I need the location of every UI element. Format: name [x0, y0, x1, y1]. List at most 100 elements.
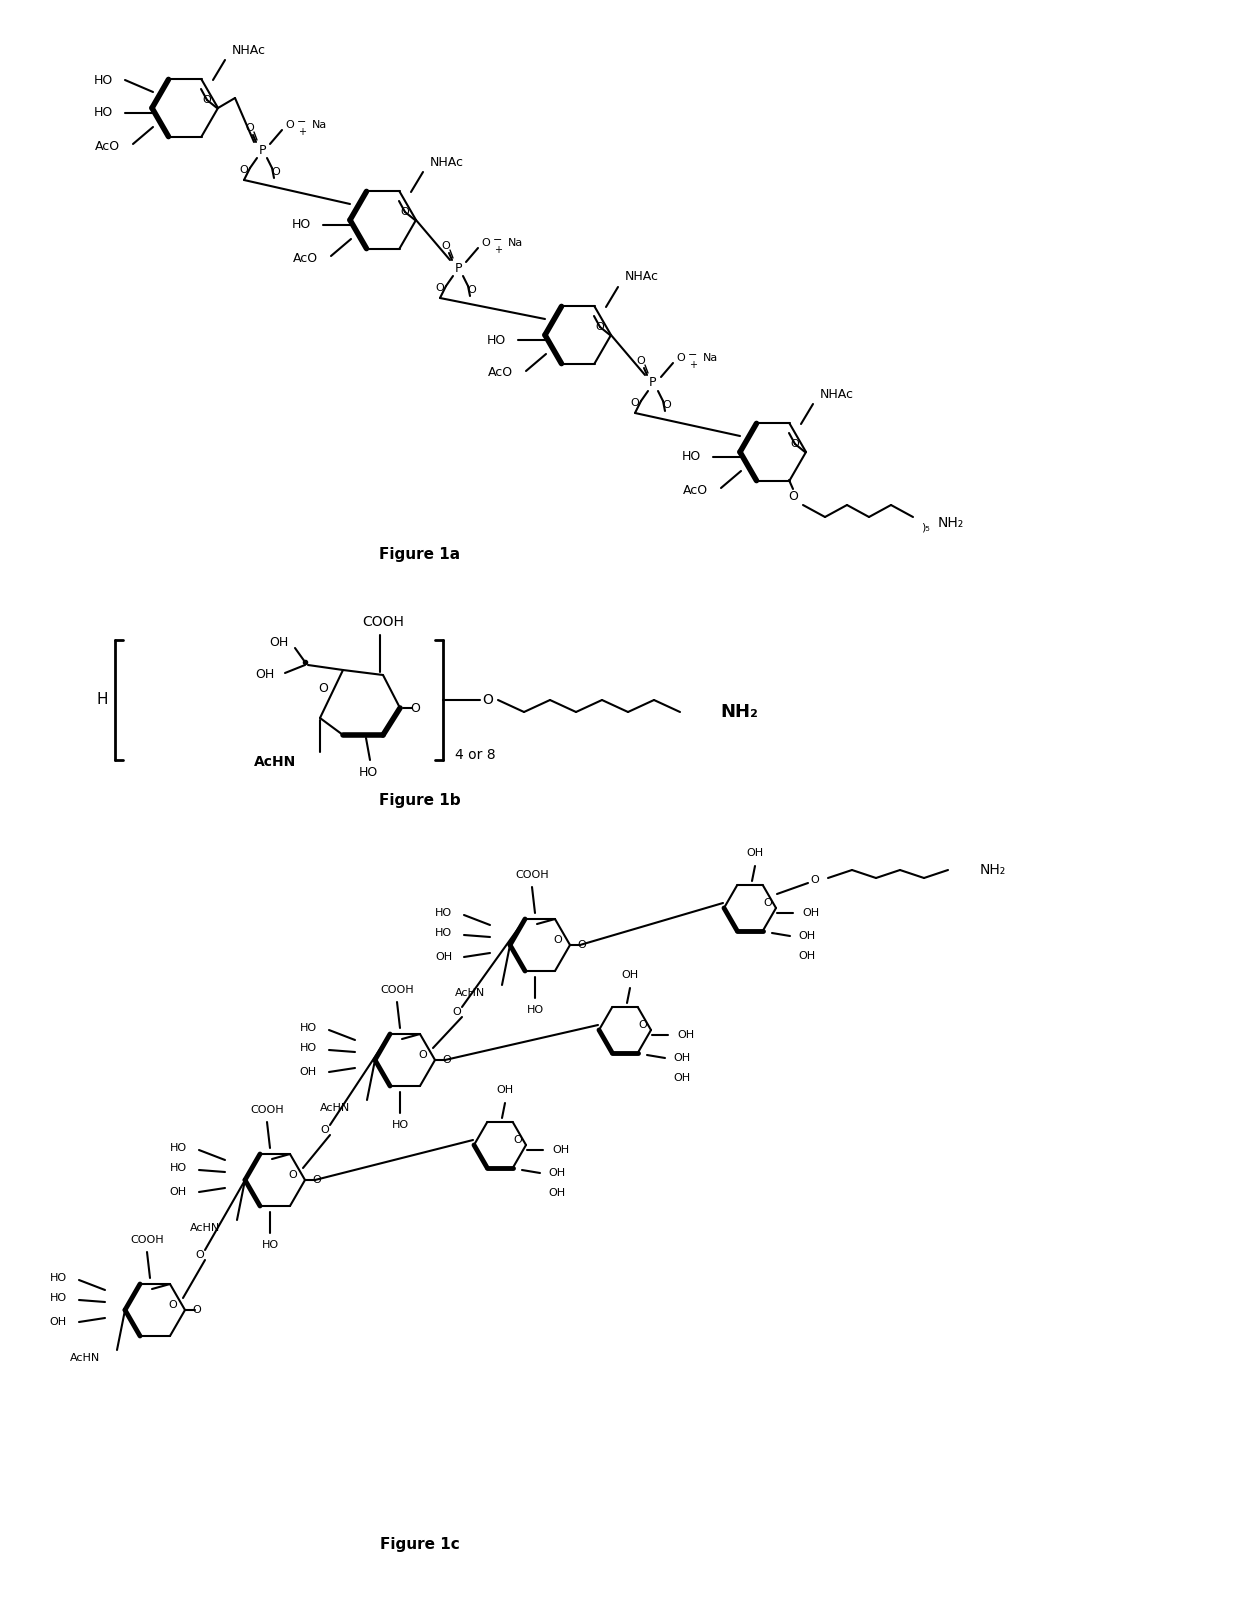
Text: OH: OH [496, 1086, 513, 1095]
Text: HO: HO [50, 1294, 67, 1303]
Text: O: O [441, 241, 450, 251]
Text: O: O [239, 165, 248, 174]
Text: HO: HO [682, 451, 701, 464]
Text: +: + [494, 245, 502, 254]
Text: O: O [319, 681, 327, 694]
Text: OH: OH [746, 847, 764, 859]
Text: NHAc: NHAc [625, 270, 658, 283]
Text: P: P [258, 144, 265, 157]
Text: COOH: COOH [515, 870, 549, 879]
Text: HO: HO [435, 927, 453, 939]
Text: HO: HO [392, 1119, 408, 1130]
Text: O: O [192, 1305, 201, 1314]
Text: O: O [631, 398, 640, 408]
Text: HO: HO [291, 219, 311, 232]
Text: O: O [595, 321, 604, 333]
Text: OH: OH [802, 908, 820, 918]
Text: HO: HO [487, 334, 506, 347]
Text: OH: OH [170, 1186, 187, 1198]
Text: OH: OH [269, 635, 288, 649]
Text: OH: OH [677, 1030, 694, 1039]
Text: Na: Na [508, 238, 523, 248]
Text: OH: OH [300, 1067, 317, 1078]
Text: H: H [97, 692, 108, 707]
Text: O: O [482, 692, 494, 707]
Text: OH: OH [50, 1318, 67, 1327]
Text: O: O [401, 206, 409, 217]
Text: HO: HO [300, 1023, 317, 1033]
Text: )₅: )₅ [920, 521, 929, 532]
Text: P: P [454, 262, 461, 275]
Text: −: − [298, 117, 306, 126]
Text: NH₂: NH₂ [980, 863, 1006, 876]
Text: HO: HO [94, 107, 113, 120]
Text: AcO: AcO [95, 139, 120, 152]
Text: OH: OH [799, 951, 815, 961]
Text: 4 or 8: 4 or 8 [455, 748, 496, 763]
Text: COOH: COOH [130, 1234, 164, 1246]
Text: +: + [689, 360, 697, 369]
Text: HO: HO [94, 74, 113, 86]
Text: P: P [650, 376, 657, 390]
Text: O: O [435, 283, 444, 293]
Text: OH: OH [621, 971, 639, 980]
Text: AcHN: AcHN [455, 988, 485, 998]
Text: NH₂: NH₂ [720, 704, 758, 721]
Text: HO: HO [527, 1006, 543, 1015]
Text: O: O [419, 1051, 428, 1060]
Text: AcHN: AcHN [254, 755, 296, 769]
Text: Figure 1a: Figure 1a [379, 547, 460, 563]
Text: O: O [410, 702, 420, 715]
Text: O: O [636, 357, 645, 366]
Text: NHAc: NHAc [232, 43, 267, 56]
Text: OH: OH [673, 1054, 691, 1063]
Text: O: O [791, 440, 800, 449]
Text: O: O [513, 1135, 522, 1145]
Text: O: O [811, 875, 820, 884]
Text: O: O [639, 1020, 647, 1030]
Text: HO: HO [170, 1143, 187, 1153]
Text: Na: Na [703, 353, 718, 363]
Text: COOH: COOH [381, 985, 414, 995]
Text: O: O [312, 1175, 321, 1185]
Text: HO: HO [50, 1273, 67, 1282]
Text: AcHN: AcHN [190, 1223, 219, 1233]
Text: OH: OH [255, 668, 275, 681]
Text: NHAc: NHAc [820, 387, 854, 400]
Text: O: O [321, 1126, 330, 1135]
Text: −: − [688, 350, 698, 360]
Text: AcO: AcO [683, 483, 708, 497]
Text: OH: OH [435, 951, 453, 963]
Text: Na: Na [312, 120, 327, 130]
Text: O: O [169, 1300, 177, 1310]
Text: O: O [578, 940, 587, 950]
Text: HO: HO [358, 766, 378, 779]
Text: AcO: AcO [487, 366, 513, 379]
Text: AcO: AcO [293, 251, 317, 264]
Text: OH: OH [548, 1188, 565, 1198]
Text: OH: OH [548, 1167, 565, 1178]
Text: HO: HO [300, 1043, 317, 1054]
Text: AcHN: AcHN [320, 1103, 350, 1113]
Text: O: O [246, 123, 254, 133]
Text: O: O [467, 285, 476, 294]
Text: O: O [443, 1055, 451, 1065]
Text: −: − [494, 235, 502, 245]
Text: O: O [789, 491, 797, 504]
Text: O: O [202, 94, 211, 106]
Text: NHAc: NHAc [430, 155, 464, 168]
Text: O: O [285, 120, 294, 130]
Text: O: O [453, 1007, 461, 1017]
Text: O: O [272, 166, 280, 177]
Text: O: O [289, 1170, 298, 1180]
Text: +: + [298, 126, 306, 138]
Text: AcHN: AcHN [69, 1353, 100, 1362]
Text: COOH: COOH [250, 1105, 284, 1115]
Text: OH: OH [799, 931, 815, 940]
Text: OH: OH [552, 1145, 569, 1154]
Text: O: O [764, 899, 773, 908]
Text: Figure 1b: Figure 1b [379, 793, 461, 807]
Text: O: O [677, 353, 686, 363]
Text: COOH: COOH [362, 616, 404, 628]
Text: HO: HO [262, 1239, 279, 1250]
